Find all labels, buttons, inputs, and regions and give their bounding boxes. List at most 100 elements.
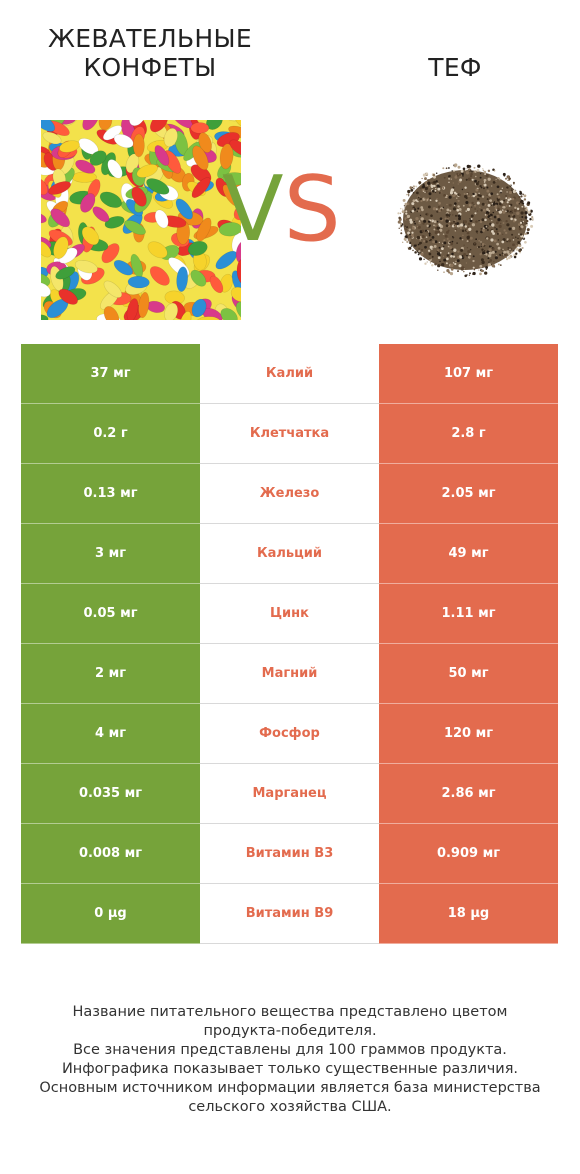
grain: [429, 239, 431, 242]
left-value: 0.05 мг: [21, 584, 200, 644]
grain: [510, 251, 513, 254]
grain: [491, 203, 494, 205]
jelly-bean: [149, 120, 169, 133]
grain: [516, 211, 520, 216]
jelly-bean: [219, 143, 234, 170]
grain: [405, 228, 407, 230]
jelly-bean: [136, 163, 158, 178]
grain: [501, 209, 504, 211]
jelly-bean: [55, 266, 76, 280]
nutrient-label: Железо: [200, 464, 379, 524]
grain: [456, 195, 459, 197]
grain: [455, 192, 458, 195]
grain: [407, 231, 411, 235]
grain: [497, 199, 500, 202]
grain: [497, 263, 500, 266]
grain: [512, 237, 514, 239]
grain: [515, 236, 517, 238]
table-row: 2 мг Магний 50 мг: [21, 644, 558, 704]
grain: [437, 230, 441, 234]
grain: [457, 214, 461, 218]
grain: [482, 169, 485, 172]
grain: [457, 205, 460, 208]
teff-grain-image: [390, 150, 540, 290]
nutrient-label: Витамин B9: [200, 884, 379, 944]
grain: [405, 210, 408, 213]
grain: [407, 238, 411, 242]
grain: [471, 195, 473, 198]
grain: [480, 245, 482, 248]
grain: [465, 262, 468, 264]
grain: [446, 203, 448, 206]
grain: [443, 176, 446, 179]
grain: [521, 205, 524, 208]
jelly-bean: [222, 172, 241, 186]
table-row: 0.2 г Клетчатка 2.8 г: [21, 404, 558, 464]
grain: [480, 258, 484, 262]
grain: [466, 254, 468, 257]
grain: [460, 248, 464, 252]
nutrient-label: Магний: [200, 644, 379, 704]
grain: [487, 253, 489, 256]
grain: [524, 211, 528, 215]
grain: [480, 230, 483, 234]
grain: [451, 252, 454, 256]
grain: [417, 243, 420, 246]
grain: [486, 207, 489, 211]
left-value: 0.13 мг: [21, 464, 200, 524]
grain: [512, 181, 515, 184]
grain: [498, 210, 503, 214]
grain: [506, 191, 508, 193]
grain: [471, 223, 476, 227]
grain: [427, 205, 431, 209]
teff-grain-picture: [397, 163, 534, 278]
grain: [457, 250, 460, 253]
grain: [531, 217, 534, 220]
grain: [495, 228, 498, 231]
table-row: 0.035 мг Марганец 2.86 мг: [21, 764, 558, 824]
grain: [452, 186, 455, 189]
grain: [502, 233, 504, 235]
grain: [513, 209, 517, 212]
grain: [497, 246, 501, 250]
grain: [510, 217, 513, 221]
grain: [481, 218, 485, 222]
right-value: 49 мг: [379, 524, 558, 584]
grain: [522, 193, 524, 196]
grain: [487, 177, 491, 181]
grain: [479, 172, 482, 175]
grain: [439, 191, 442, 194]
grain: [420, 252, 424, 256]
jelly-bean: [124, 220, 146, 235]
grain: [422, 222, 425, 225]
grain: [523, 194, 527, 198]
grain: [455, 174, 457, 177]
grain: [440, 208, 443, 211]
grain: [500, 219, 502, 222]
jelly-bean: [191, 298, 207, 318]
grain: [435, 199, 438, 202]
grain: [433, 175, 436, 179]
grain: [397, 220, 401, 224]
grain: [476, 197, 480, 201]
grain: [419, 239, 421, 241]
grain: [419, 214, 422, 217]
grain: [515, 247, 519, 251]
grain: [509, 248, 511, 251]
grain: [488, 245, 491, 248]
grain: [451, 248, 454, 251]
grain: [458, 207, 462, 211]
jelly-bean: [222, 184, 240, 207]
jelly-bean: [195, 316, 221, 320]
grain: [456, 197, 458, 199]
table-row: 3 мг Кальций 49 мг: [21, 524, 558, 584]
grain: [428, 232, 431, 235]
grain: [502, 172, 506, 176]
grain: [412, 206, 416, 209]
grain: [429, 219, 432, 222]
grain: [524, 232, 527, 235]
grain: [476, 232, 479, 235]
grain: [446, 269, 450, 273]
jelly-bean: [235, 301, 241, 320]
grain: [404, 202, 408, 206]
